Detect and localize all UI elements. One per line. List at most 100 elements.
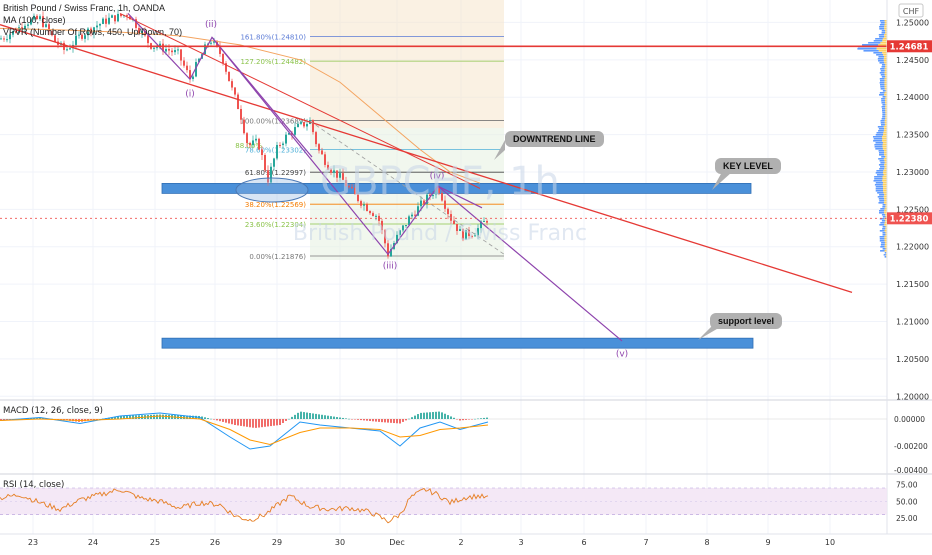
macd-histogram-bar (444, 413, 446, 419)
macd-histogram-bar (225, 419, 227, 423)
candle-body (153, 47, 155, 49)
support-level-callout[interactable]: support level (710, 313, 783, 329)
macd-histogram-bar (231, 419, 233, 425)
macd-histogram-bar (255, 419, 257, 428)
macd-histogram-bar (369, 419, 371, 421)
candle-body (426, 194, 428, 204)
vpvr-up-bar (879, 200, 885, 202)
vpvr-down-bar (882, 40, 887, 42)
candle-body (282, 143, 284, 146)
vpvr-down-bar (882, 146, 887, 148)
macd-tick-label: -0.00200 (894, 442, 928, 451)
candle-body (456, 223, 458, 232)
downtrend-line-callout[interactable]: DOWNTREND LINE (505, 131, 604, 147)
vpvr-up-bar (879, 154, 885, 156)
vpvr-up-bar (857, 48, 877, 50)
vpvr-down-bar (884, 24, 887, 26)
vpvr-up-bar (879, 194, 885, 196)
vpvr-up-bar (874, 176, 883, 178)
candle-body (465, 229, 467, 240)
fib-level-label: 100.00%(1.23689) (240, 117, 306, 125)
vpvr-down-bar (882, 176, 887, 178)
candle-body (477, 228, 479, 236)
current-price-label: 1.22380 (890, 214, 929, 224)
key-level-callout[interactable]: KEY LEVEL (715, 158, 781, 174)
vpvr-up-bar (874, 146, 883, 148)
candle-body (105, 18, 107, 24)
vpvr-down-bar (884, 198, 887, 200)
macd-histogram-bar (441, 412, 443, 419)
ma-legend: MA (100, close) (3, 15, 66, 25)
candle-body (348, 186, 350, 188)
vpvr-down-bar (884, 36, 887, 38)
candle-body (345, 180, 347, 187)
vpvr-down-bar (883, 134, 887, 136)
fib-extension-fill-top (310, 0, 504, 128)
candle-body (156, 47, 158, 49)
vpvr-up-bar (874, 184, 883, 186)
macd-histogram-bar (357, 419, 359, 420)
candle-body (165, 49, 167, 52)
vpvr-up-bar (875, 172, 884, 174)
macd-histogram-bar (117, 416, 119, 419)
macd-histogram-bar (111, 417, 113, 419)
macd-histogram-bar (405, 419, 407, 421)
candle-body (183, 60, 185, 66)
macd-histogram-bar (399, 419, 401, 424)
macd-histogram-bar (288, 418, 290, 420)
candle-body (285, 134, 287, 144)
macd-histogram-bar (348, 418, 350, 420)
vpvr-up-bar (880, 88, 885, 90)
vpvr-down-bar (884, 128, 887, 130)
vpvr-down-bar (884, 80, 887, 82)
vpvr-down-bar (884, 250, 887, 252)
candle-body (36, 15, 38, 20)
macd-histogram-bar (264, 419, 266, 427)
candle-body (270, 166, 272, 183)
candle-body (327, 164, 329, 170)
macd-histogram-bar (315, 413, 317, 419)
macd-histogram-bar (378, 419, 380, 422)
vpvr-down-bar (885, 234, 887, 236)
currency-badge-box[interactable] (898, 3, 924, 18)
vpvr-up-bar (879, 236, 885, 238)
candle-body (300, 122, 302, 124)
vpvr-down-bar (882, 52, 887, 54)
candle-body (204, 44, 206, 55)
currency-badge: CHF (903, 7, 920, 16)
price-axis[interactable]: 1.25000 1.24500 1.24000 1.23500 1.23000 1.225… (896, 18, 929, 401)
candle-body (471, 235, 473, 237)
vpvr-down-bar (884, 212, 887, 214)
price-tick-label: 1.21000 (896, 317, 929, 326)
watermark-symbol: GBPCHF, 1h (320, 159, 560, 205)
macd-histogram-bar (228, 419, 230, 424)
vpvr-down-bar (885, 248, 887, 250)
macd-histogram-bar (372, 419, 374, 422)
candle-body (99, 23, 101, 26)
vpvr-up-bar (880, 68, 885, 70)
candle-body (306, 123, 308, 127)
price-tick-label: 1.25000 (896, 18, 929, 27)
macd-tick-label: 0.00000 (894, 415, 925, 424)
vpvr-down-bar (883, 186, 887, 188)
candle-body (387, 243, 389, 257)
vpvr-up-bar (875, 190, 884, 192)
moving-average-line (0, 27, 481, 184)
vpvr-down-bar (883, 126, 887, 128)
macd-histogram-bar (438, 411, 440, 419)
macd-histogram-bar (423, 412, 425, 419)
vpvr-up-bar (879, 78, 885, 80)
vpvr-up-bar (882, 206, 886, 208)
vpvr-down-bar (884, 92, 887, 94)
macd-histogram-bar (360, 419, 362, 421)
candle-body (276, 145, 278, 159)
candle-body (264, 155, 266, 171)
vpvr-up-bar (863, 50, 879, 52)
vpvr-up-bar (878, 60, 884, 62)
candle-body (114, 15, 116, 22)
macd-histogram-bar (129, 415, 131, 419)
time-axis[interactable]: 23 24 25 26 29 30 Dec 2 3 6 7 8 9 10 (28, 538, 835, 547)
vpvr-down-bar (885, 204, 887, 206)
candle-body (384, 230, 386, 244)
